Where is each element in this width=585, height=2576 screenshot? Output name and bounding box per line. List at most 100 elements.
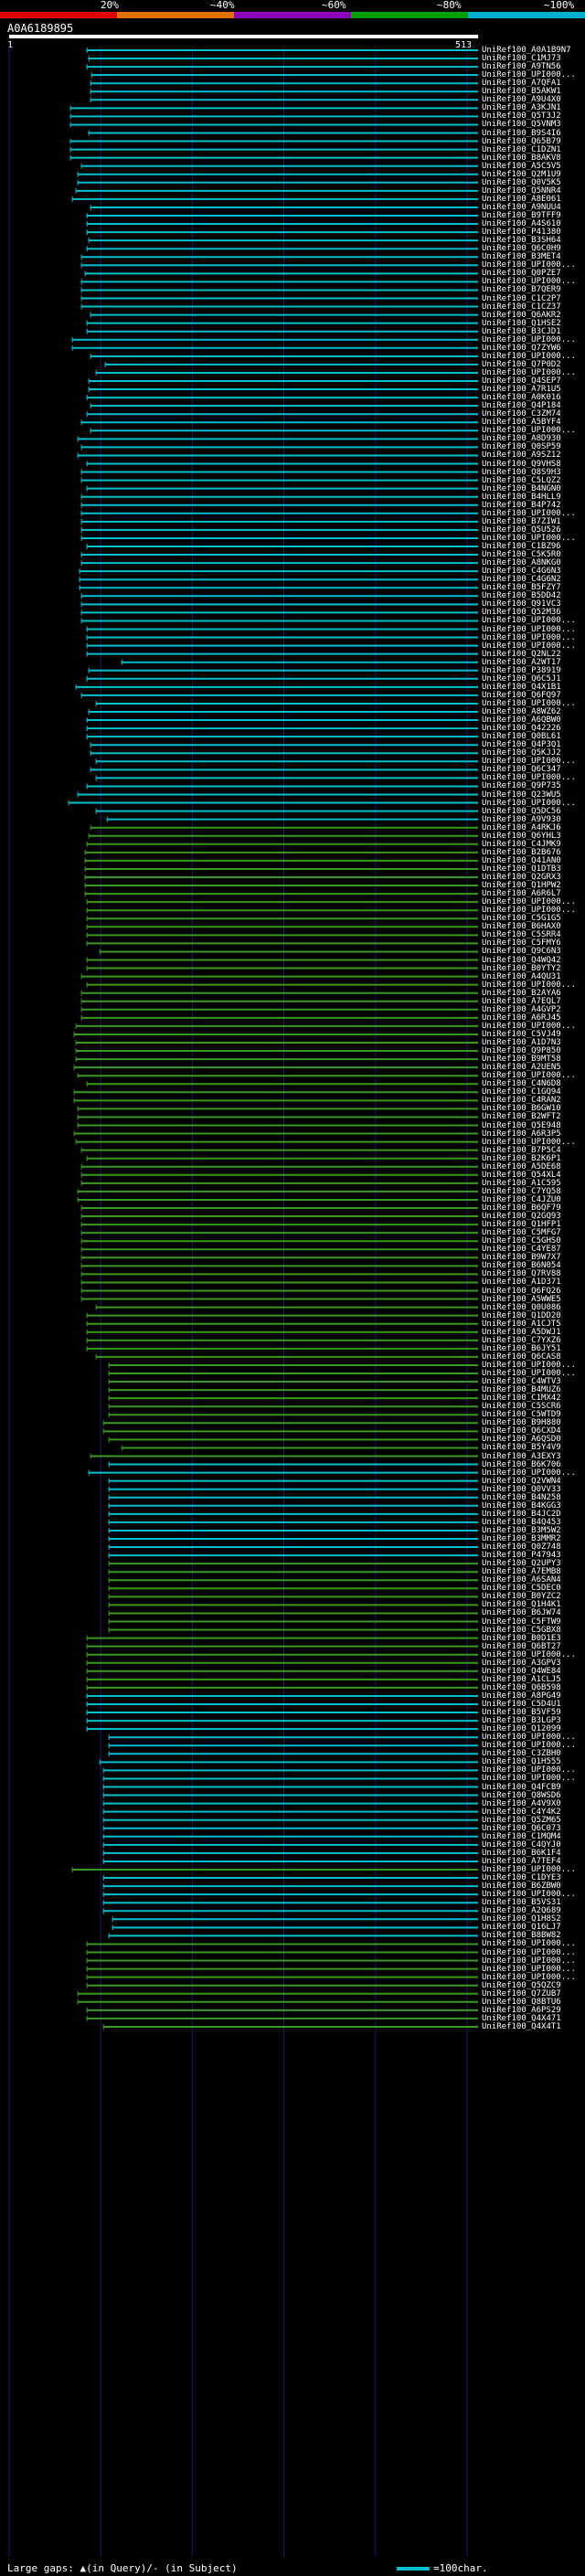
hit-label[interactable]: UniRef100_UPI000... — [482, 1947, 576, 1957]
hit-label[interactable]: UniRef100_A7QFA1 — [482, 79, 561, 89]
hit-label[interactable]: UniRef100_UPI000... — [482, 1956, 576, 1966]
hit-label[interactable]: UniRef100_A1D7N3 — [482, 1038, 561, 1047]
hit-label[interactable]: UniRef100_Q5VNM3 — [482, 120, 561, 130]
hit-label[interactable]: UniRef100_UPI000... — [482, 1021, 576, 1031]
hit-label[interactable]: UniRef100_UPI000... — [482, 698, 576, 708]
hit-label[interactable]: UniRef100_Q9P735 — [482, 781, 561, 791]
hit-label[interactable]: UniRef100_Q5DC56 — [482, 806, 561, 816]
hit-label[interactable]: UniRef100_UPI000... — [482, 1865, 576, 1874]
hit-label[interactable]: UniRef100_B3MMR2 — [482, 1534, 561, 1543]
hit-label[interactable]: UniRef100_B4P742 — [482, 500, 561, 510]
hit-label[interactable]: UniRef100_Q1HPW2 — [482, 881, 561, 891]
hit-label[interactable]: UniRef100_A4S610 — [482, 219, 561, 229]
hit-label[interactable]: UniRef100_B5AKW1 — [482, 87, 561, 97]
hit-label[interactable]: UniRef100_Q7ZYW6 — [482, 343, 561, 353]
hit-label[interactable]: UniRef100_Q6CXD4 — [482, 1426, 561, 1436]
hit-label[interactable]: UniRef100_UPI000... — [482, 426, 576, 436]
hit-label[interactable]: UniRef100_B9TFF9 — [482, 211, 561, 220]
hit-label[interactable]: UniRef100_Q4X1B1 — [482, 682, 561, 692]
hit-label[interactable]: UniRef100_A5DE68 — [482, 1161, 561, 1171]
hit-label[interactable]: UniRef100_Q6AKR2 — [482, 310, 561, 320]
hit-label[interactable]: UniRef100_A6SAN4 — [482, 1575, 561, 1585]
hit-label[interactable]: UniRef100_Q12099 — [482, 1724, 561, 1734]
hit-label[interactable]: UniRef100_B0D1E3 — [482, 1633, 561, 1643]
hit-label[interactable]: UniRef100_UPI000... — [482, 616, 576, 626]
hit-label[interactable]: UniRef100_C3ZM74 — [482, 409, 561, 419]
hit-label[interactable]: UniRef100_A4QU31 — [482, 971, 561, 981]
hit-label[interactable]: UniRef100_UPI000... — [482, 798, 576, 808]
hit-label[interactable]: UniRef100_B9W7X7 — [482, 1253, 561, 1263]
hit-label[interactable]: UniRef100_B4NGN0 — [482, 483, 561, 493]
hit-label[interactable]: UniRef100_Q9VHS8 — [482, 459, 561, 469]
hit-label[interactable]: UniRef100_UPI000... — [482, 1733, 576, 1743]
hit-label[interactable]: UniRef100_UPI000... — [482, 1369, 576, 1378]
hit-label[interactable]: UniRef100_C5WTD9 — [482, 1410, 561, 1420]
hit-label[interactable]: UniRef100_Q6B598 — [482, 1682, 561, 1692]
hit-label[interactable]: UniRef100_B7P5C4 — [482, 1145, 561, 1155]
hit-label[interactable]: UniRef100_A9TN56 — [482, 62, 561, 72]
hit-label[interactable]: UniRef100_A5DWJ1 — [482, 1327, 561, 1337]
hit-label[interactable]: UniRef100_UPI000... — [482, 533, 576, 543]
hit-label[interactable]: UniRef100_B4JC2D — [482, 1509, 561, 1519]
hit-label[interactable]: UniRef100_B4Q453 — [482, 1517, 561, 1527]
hit-label[interactable]: UniRef100_C7YXZ6 — [482, 1335, 561, 1345]
hit-label[interactable]: UniRef100_Q1HFP1 — [482, 1220, 561, 1230]
hit-label[interactable]: UniRef100_B8BW82 — [482, 1931, 561, 1941]
hit-label[interactable]: UniRef100_A7R1U5 — [482, 385, 561, 395]
hit-label[interactable]: UniRef100_Q5U526 — [482, 525, 561, 535]
hit-label[interactable]: UniRef100_B3M5W2 — [482, 1525, 561, 1535]
hit-label[interactable]: UniRef100_B7ZIW1 — [482, 516, 561, 526]
hit-label[interactable]: UniRef100_B0YZC2 — [482, 1592, 561, 1602]
hit-label[interactable]: UniRef100_B9H880 — [482, 1418, 561, 1428]
hit-label[interactable]: UniRef100_UPI000... — [482, 624, 576, 634]
hit-label[interactable]: UniRef100_Q4P184 — [482, 401, 561, 411]
hit-label[interactable]: UniRef100_UPI000... — [482, 70, 576, 80]
hit-label[interactable]: UniRef100_Q7P0D2 — [482, 359, 561, 369]
hit-label[interactable]: UniRef100_A6QBW0 — [482, 716, 561, 726]
hit-label[interactable]: UniRef100_C5GHS0 — [482, 1236, 561, 1246]
hit-label[interactable]: UniRef100_UPI000... — [482, 508, 576, 518]
hit-label[interactable]: UniRef100_Q2VWN4 — [482, 1476, 561, 1486]
hit-label[interactable]: UniRef100_C1MQM4 — [482, 1831, 561, 1841]
hit-label[interactable]: UniRef100_UPI000... — [482, 1964, 576, 1974]
hit-label[interactable]: UniRef100_Q2GQ93 — [482, 1212, 561, 1222]
hit-label[interactable]: UniRef100_Q0VV33 — [482, 1484, 561, 1494]
hit-label[interactable]: UniRef100_C4Y4K2 — [482, 1807, 561, 1817]
hit-label[interactable]: UniRef100_C5LQZ2 — [482, 475, 561, 485]
hit-label[interactable]: UniRef100_B7QER9 — [482, 285, 561, 295]
hit-label[interactable]: UniRef100_C5SRR4 — [482, 930, 561, 940]
hit-label[interactable]: UniRef100_B3CJD1 — [482, 326, 561, 336]
hit-label[interactable]: UniRef100_C5VJ49 — [482, 1029, 561, 1039]
hit-label[interactable]: UniRef100_A4RKJ6 — [482, 822, 561, 832]
hit-label[interactable]: UniRef100_Q5T3J2 — [482, 111, 561, 122]
hit-label[interactable]: UniRef100_A4GVP2 — [482, 1004, 561, 1014]
hit-label[interactable]: UniRef100_A8D930 — [482, 434, 561, 444]
hit-label[interactable]: UniRef100_UPI000... — [482, 1890, 576, 1900]
hit-label[interactable]: UniRef100_UPI000... — [482, 897, 576, 907]
hit-label[interactable]: UniRef100_UPI000... — [482, 1137, 576, 1147]
hit-label[interactable]: UniRef100_A6QSD0 — [482, 1435, 561, 1445]
hit-label[interactable]: UniRef100_Q0U086 — [482, 1302, 561, 1312]
hit-label[interactable]: UniRef100_Q5NNR4 — [482, 186, 561, 196]
hit-label[interactable]: UniRef100_C4N6D8 — [482, 1079, 561, 1089]
hit-label[interactable]: UniRef100_Q5QZC9 — [482, 1980, 561, 1990]
hit-label[interactable]: UniRef100_UPI000... — [482, 632, 576, 642]
hit-label[interactable]: UniRef100_Q8S9H3 — [482, 467, 561, 477]
hit-label[interactable]: UniRef100_C1GQ94 — [482, 1087, 561, 1097]
hit-label[interactable]: UniRef100_Q52M36 — [482, 608, 561, 618]
hit-label[interactable]: UniRef100_A2Q689 — [482, 1906, 561, 1916]
hit-label[interactable]: UniRef100_C4RAN2 — [482, 1096, 561, 1106]
hit-label[interactable]: UniRef100_A1C595 — [482, 1178, 561, 1188]
hit-label[interactable]: UniRef100_UPI000... — [482, 1972, 576, 1982]
hit-label[interactable]: UniRef100_C4YE87 — [482, 1245, 561, 1255]
hit-label[interactable]: UniRef100_B2WFT2 — [482, 1112, 561, 1122]
hit-label[interactable]: UniRef100_A6RJ45 — [482, 1012, 561, 1023]
hit-label[interactable]: UniRef100_B4HLL9 — [482, 492, 561, 502]
hit-label[interactable]: UniRef100_Q6C347 — [482, 765, 561, 775]
hit-label[interactable]: UniRef100_B6GW10 — [482, 1104, 561, 1114]
hit-label[interactable]: UniRef100_Q2M1U9 — [482, 169, 561, 179]
hit-label[interactable]: UniRef100_UPI000... — [482, 1649, 576, 1659]
hit-label[interactable]: UniRef100_C4G6N3 — [482, 567, 561, 577]
hit-label[interactable]: UniRef100_Q6C073 — [482, 1823, 561, 1833]
hit-label[interactable]: UniRef100_C1MJ73 — [482, 54, 561, 64]
